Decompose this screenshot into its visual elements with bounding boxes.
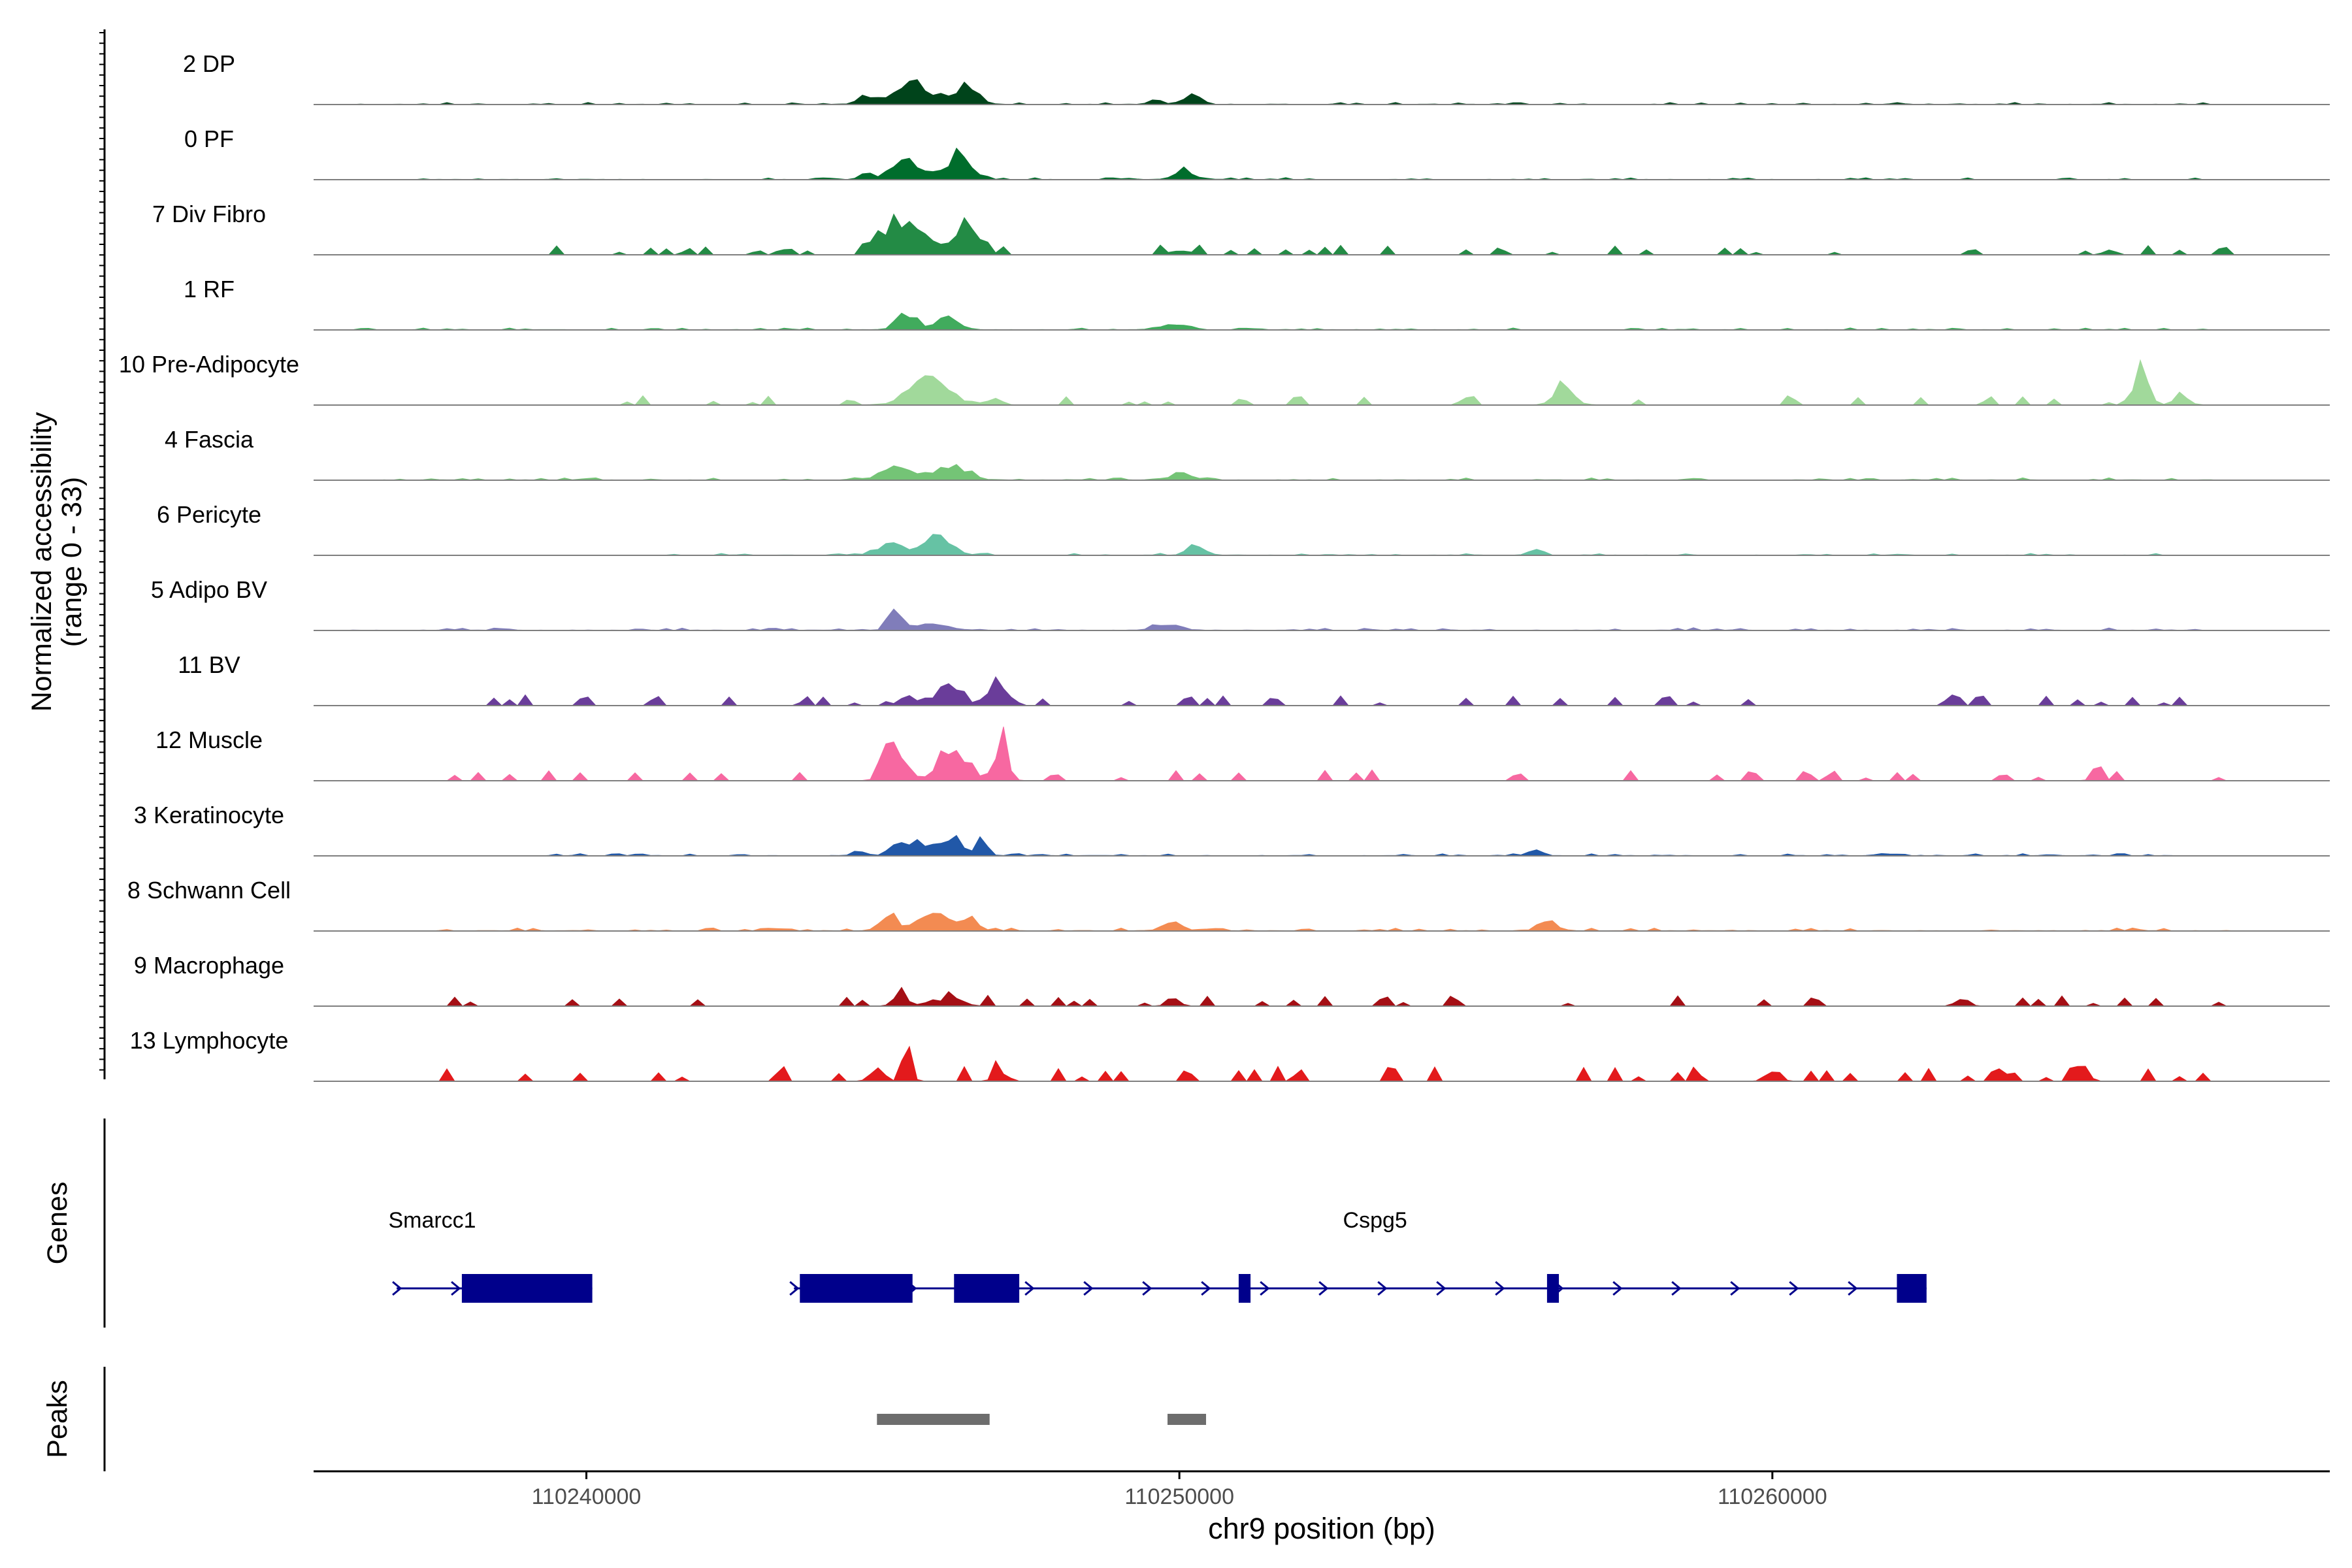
x-axis: 110240000 110250000 110260000 chr9 positio… <box>314 1470 2330 1545</box>
genes-panel-label: Genes <box>42 1182 73 1265</box>
track-label: 11 BV <box>178 651 240 678</box>
strand-arrow <box>1083 1281 1094 1296</box>
strand-arrow <box>1495 1281 1505 1296</box>
gene-exon <box>1546 1274 1560 1303</box>
track-6-pericyte: 6 Pericyte <box>157 501 2330 556</box>
track-1-rf: 1 RF <box>184 276 2330 331</box>
track-label: 12 Muscle <box>155 727 263 753</box>
peaks-panel: Peaks <box>42 1367 1207 1471</box>
strand-arrow <box>1612 1281 1623 1296</box>
track-label: 4 Fascia <box>165 426 254 453</box>
track-label: 1 RF <box>184 276 235 302</box>
x-tick-label: 110260000 <box>1718 1484 1827 1509</box>
track-area <box>314 534 2330 556</box>
track-12-muscle: 12 Muscle <box>155 727 2330 781</box>
coverage-tracks: 2 DP 0 PF 7 Div Fibro 1 RF 10 Pre-Adipocyte 4… <box>119 50 2330 1082</box>
track-4-fascia: 4 Fascia <box>165 426 2330 481</box>
track-label: 2 DP <box>183 50 235 77</box>
track-label: 6 Pericyte <box>157 501 261 528</box>
gene-exon <box>800 1274 913 1303</box>
track-2-dp: 2 DP <box>183 50 2330 105</box>
gene-exon <box>1897 1274 1927 1303</box>
track-label: 3 Keratinocyte <box>134 802 284 828</box>
strand-arrow <box>1671 1281 1682 1296</box>
gene-exon <box>461 1274 593 1303</box>
track-11-bv: 11 BV <box>178 651 2330 706</box>
track-label: 13 Lymphocyte <box>130 1027 289 1054</box>
genes-panel: Genes Smarcc1 Cspg5 <box>42 1119 1927 1328</box>
strand-arrow <box>1377 1281 1388 1296</box>
strand-arrow <box>451 1281 461 1296</box>
track-area <box>314 359 2330 406</box>
track-area <box>314 464 2330 481</box>
strand-arrow <box>1789 1281 1799 1296</box>
track-9-macrophage: 9 Macrophage <box>134 952 2330 1007</box>
track-area <box>314 1045 2330 1082</box>
strand-arrow <box>1848 1281 1858 1296</box>
x-tick-label: 110240000 <box>532 1484 642 1509</box>
strand-arrow <box>1260 1281 1270 1296</box>
track-5-adipo-bv: 5 Adipo BV <box>151 576 2330 631</box>
track-label: 10 Pre-Adipocyte <box>119 351 299 378</box>
track-area <box>314 834 2330 857</box>
track-axis <box>99 29 106 1079</box>
track-label: 9 Macrophage <box>134 952 284 979</box>
gene-label: Cspg5 <box>1343 1208 1407 1233</box>
track-area <box>314 676 2330 706</box>
y-axis-label: Normalized accessibility <box>26 412 57 711</box>
peak-region <box>1168 1414 1207 1425</box>
track-area <box>314 312 2330 331</box>
track-3-keratinocyte: 3 Keratinocyte <box>134 802 2330 857</box>
peak-region <box>877 1414 990 1425</box>
peaks-panel-label: Peaks <box>42 1380 73 1458</box>
track-area <box>314 987 2330 1007</box>
strand-arrow <box>789 1281 800 1296</box>
strand-arrow <box>392 1281 402 1296</box>
track-area <box>314 912 2330 932</box>
track-label: 7 Div Fibro <box>152 201 266 227</box>
track-0-pf: 0 PF <box>184 125 2330 180</box>
track-label: 8 Schwann Cell <box>127 877 291 904</box>
strand-arrow <box>1318 1281 1329 1296</box>
track-label: 5 Adipo BV <box>151 576 267 603</box>
track-area <box>314 213 2330 255</box>
gene-cspg5: Cspg5 <box>789 1208 1927 1303</box>
gene-label: Smarcc1 <box>388 1208 476 1233</box>
y-axis-range-label: (range 0 - 33) <box>56 477 88 647</box>
gene-exon <box>954 1274 1020 1303</box>
track-area <box>314 608 2330 631</box>
track-10-pre-adipocyte: 10 Pre-Adipocyte <box>119 351 2330 406</box>
y-axis-title: Normalized accessibility (range 0 - 33) <box>26 412 88 711</box>
x-axis-label: chr9 position (bp) <box>1208 1512 1435 1545</box>
strand-arrow <box>1142 1281 1152 1296</box>
strand-arrow <box>1024 1281 1035 1296</box>
track-area <box>314 147 2330 180</box>
track-label: 0 PF <box>184 125 234 152</box>
strand-arrow <box>1730 1281 1740 1296</box>
track-area <box>314 727 2330 781</box>
strand-arrow <box>1436 1281 1446 1296</box>
track-13-lymphocyte: 13 Lymphocyte <box>130 1027 2330 1082</box>
gene-smarcc1: Smarcc1 <box>388 1208 593 1303</box>
x-tick-label: 110250000 <box>1124 1484 1234 1509</box>
strand-arrow <box>1201 1281 1211 1296</box>
track-7-div-fibro: 7 Div Fibro <box>152 201 2330 255</box>
track-8-schwann-cell: 8 Schwann Cell <box>127 877 2330 932</box>
track-area <box>314 79 2330 105</box>
gene-exon <box>1238 1274 1251 1303</box>
